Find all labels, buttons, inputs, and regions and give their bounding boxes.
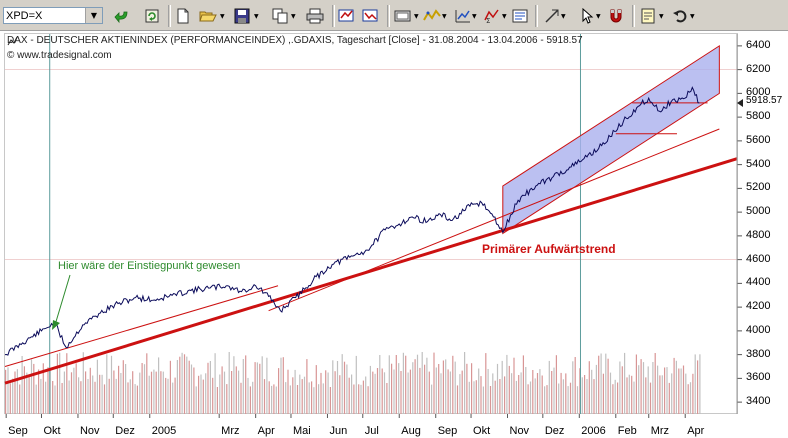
x-tick-label: Nov (509, 425, 530, 437)
y-tick-label: 6000 (746, 86, 771, 99)
y-tick-label: 4000 (746, 323, 771, 336)
chart-title: DAX - DEUTSCHER AKTIENINDEX (PERFORMANCE… (7, 35, 583, 46)
plot-frame (4, 33, 738, 414)
x-tick-label: Sep (8, 425, 28, 437)
chart-credit: © www.tradesignal.com (7, 50, 112, 61)
print-icon[interactable] (305, 6, 325, 26)
indicator-icon[interactable] (422, 6, 442, 26)
x-tick-label: Sep (437, 425, 458, 437)
x-tick-label: Aug (401, 425, 421, 437)
y-tick-label: 3400 (746, 395, 771, 408)
chart-settings-icon[interactable] (393, 6, 413, 26)
x-tick-label: Feb (617, 425, 637, 437)
save-icon[interactable] (232, 6, 252, 26)
symbol-input[interactable] (6, 9, 84, 22)
x-tick-label: Okt (43, 425, 61, 437)
y-tick-label: 5200 (746, 181, 771, 194)
annotation-primary-trend: Primärer Aufwärtstrend (482, 242, 616, 256)
draw-line-icon[interactable] (542, 6, 562, 26)
y-tick-label: 5800 (746, 110, 771, 123)
formula-icon[interactable]: Σ (482, 6, 502, 26)
y-tick-label: 5600 (746, 133, 771, 146)
x-tick-label: Nov (79, 425, 100, 437)
edit-icon[interactable] (337, 6, 357, 26)
chart-window-icon[interactable] (361, 6, 381, 26)
properties-icon[interactable] (510, 6, 530, 26)
statistics-icon[interactable] (453, 6, 473, 26)
symbol-combobox[interactable]: ▼ (3, 7, 103, 24)
note-icon[interactable] (638, 6, 658, 26)
x-tick-label: Jul (364, 425, 379, 437)
annotation-entry-point: Hier wäre der Einstiegpunkt gewesen (58, 260, 241, 272)
y-tick-label: 4400 (746, 276, 771, 289)
y-tick-label: 6200 (746, 62, 771, 75)
cursor-icon[interactable] (578, 6, 598, 26)
back-arrow-icon[interactable] (112, 6, 132, 26)
x-tick-label: Dez (115, 425, 135, 437)
y-tick-label: 5000 (746, 205, 771, 218)
open-folder-icon[interactable] (198, 6, 218, 26)
toolbar: ▼ ▼ ▼ ▼ ▼ ▼ ▼ Σ ▼ (0, 0, 788, 31)
x-tick-label: Mrz (221, 425, 240, 437)
y-tick-label: 4800 (746, 228, 771, 241)
y-tick-label: 3800 (746, 347, 771, 360)
x-tick-label: Apr (257, 425, 275, 437)
magnet-icon[interactable] (606, 6, 626, 26)
x-tick-label: Jun (329, 425, 348, 437)
svg-text:Σ: Σ (486, 17, 490, 24)
new-icon[interactable] (173, 6, 193, 26)
x-tick-label: Apr (687, 425, 705, 437)
y-tick-label: 4200 (746, 300, 771, 313)
undo-icon[interactable] (670, 6, 690, 26)
x-tick-label: 2006 (581, 425, 606, 437)
last-value-label: 5918.57 (746, 95, 783, 106)
chevron-down-icon[interactable]: ▼ (85, 8, 102, 23)
x-tick-label: Dez (544, 425, 565, 437)
y-tick-label: 5400 (746, 157, 771, 170)
chart-title-text: DAX - DEUTSCHER AKTIENINDEX (PERFORMANCE… (7, 35, 583, 46)
y-tick-label: 3600 (746, 371, 771, 384)
x-tick-label: Mai (292, 425, 311, 437)
copy-icon[interactable] (270, 6, 290, 26)
refresh-icon[interactable] (142, 6, 162, 26)
y-tick-label: 4600 (746, 252, 771, 265)
x-tick-label: 2005 (151, 425, 177, 437)
x-tick-label: Mrz (650, 425, 670, 437)
y-tick-label: 6400 (746, 38, 771, 51)
x-tick-label: Okt (473, 425, 491, 437)
